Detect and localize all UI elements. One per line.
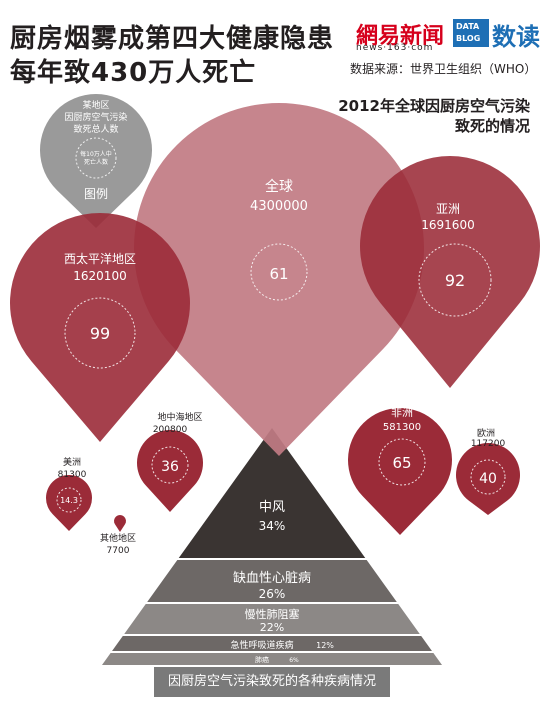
disease-label-stroke: 中风 [259, 500, 285, 515]
disease-label-ari: 急性呼吸道疾病 [230, 639, 293, 651]
netease-logo: 網易新闻 [356, 23, 445, 49]
region-total-mediterranean: 200800 [153, 425, 188, 435]
source-text: 数据来源：世界卫生组织（WHO） [350, 62, 537, 76]
pin-americas [46, 474, 92, 531]
legend-inner-circle [75, 137, 117, 179]
region-total-africa: 581300 [383, 422, 421, 433]
region-name-americas: 美洲 [63, 456, 81, 468]
legend-text-2: 因厨房空气污染 [64, 111, 127, 123]
pin-asia [360, 156, 540, 388]
disease-pct-ari: 12% [316, 641, 334, 650]
region-total-europe: 117200 [471, 439, 506, 449]
datablog-line-1: DATA [456, 22, 480, 31]
region-rate-global: 61 [269, 265, 288, 283]
subtitle-line-1: 2012年全球因厨房空气污染 [338, 97, 530, 115]
disease-label-ihd: 缺血性心脏病 [233, 571, 311, 586]
region-total-west-pacific: 1620100 [73, 269, 126, 283]
footer-caption: 因厨房空气污染致死的各种疾病情况 [154, 667, 390, 697]
disease-pct-stroke: 34% [259, 519, 286, 533]
page-title-line-2: 每年致430万人死亡 [10, 58, 257, 88]
subtitle-line-2: 致死的情况 [454, 117, 530, 135]
region-total-global: 4300000 [250, 199, 308, 214]
region-name-africa: 非洲 [391, 406, 413, 419]
pin-mediterranean-inner-circle [151, 446, 189, 484]
legend-inner-text-1: 每10万人中 [80, 150, 112, 158]
pin-other [113, 515, 126, 532]
pin-americas-inner-circle [56, 487, 82, 513]
disease-label-lung-cancer: 肺癌 [255, 655, 269, 664]
pin-global-inner-circle [250, 243, 308, 301]
legend-text-3: 致死总人数 [73, 123, 118, 135]
pyramid-layer-3 [124, 604, 420, 634]
netease-url: news·163·com [356, 43, 434, 53]
pyramid-layer-2 [147, 560, 397, 602]
region-rate-americas: 14.3 [60, 496, 78, 505]
disease-pct-lung-cancer: 6% [289, 657, 299, 664]
region-name-europe: 欧洲 [477, 427, 495, 439]
shudu-logo: 数读 [492, 23, 540, 51]
region-name-global: 全球 [265, 178, 293, 195]
region-total-americas: 81300 [58, 470, 87, 480]
region-name-mediterranean: 地中海地区 [157, 411, 202, 423]
region-name-other: 其他地区 [100, 532, 136, 544]
legend-inner-text-2: 死亡人数 [84, 158, 108, 166]
page-title-line-1: 厨房烟雾成第四大健康隐患 [10, 24, 335, 54]
pin-europe-inner-circle [470, 459, 506, 495]
pin-west-pacific [10, 213, 191, 442]
region-name-asia: 亚洲 [436, 202, 460, 216]
pin-africa [348, 408, 452, 535]
disease-pct-copd: 22% [260, 621, 284, 634]
pin-africa-inner-circle [378, 438, 426, 486]
pin-mediterranean [136, 429, 203, 512]
region-total-asia: 1691600 [421, 218, 474, 232]
disease-pct-ihd: 26% [259, 587, 286, 601]
pin-asia-inner-circle [418, 243, 492, 317]
legend-text-1: 某地区 [82, 99, 109, 111]
region-rate-africa: 65 [392, 454, 411, 472]
datablog-logo: DATA BLOG [453, 19, 489, 47]
legend-pin [40, 94, 152, 228]
pin-global [134, 103, 424, 457]
pin-west-pacific-inner-circle [64, 297, 136, 369]
region-rate-asia: 92 [445, 271, 465, 290]
region-name-west-pacific: 西太平洋地区 [64, 251, 136, 266]
datablog-line-2: BLOG [456, 34, 481, 43]
region-rate-mediterranean: 36 [161, 459, 179, 475]
pin-europe [456, 442, 520, 515]
disease-label-copd: 慢性肺阻塞 [245, 607, 300, 621]
region-rate-west-pacific: 99 [90, 324, 110, 343]
pyramid-layer-5 [102, 653, 442, 665]
pyramid-layer-1 [178, 428, 366, 558]
legend-label: 图例 [84, 187, 108, 201]
pyramid-layer-4 [112, 636, 432, 651]
region-total-other: 7700 [107, 546, 130, 556]
region-rate-europe: 40 [479, 471, 497, 487]
